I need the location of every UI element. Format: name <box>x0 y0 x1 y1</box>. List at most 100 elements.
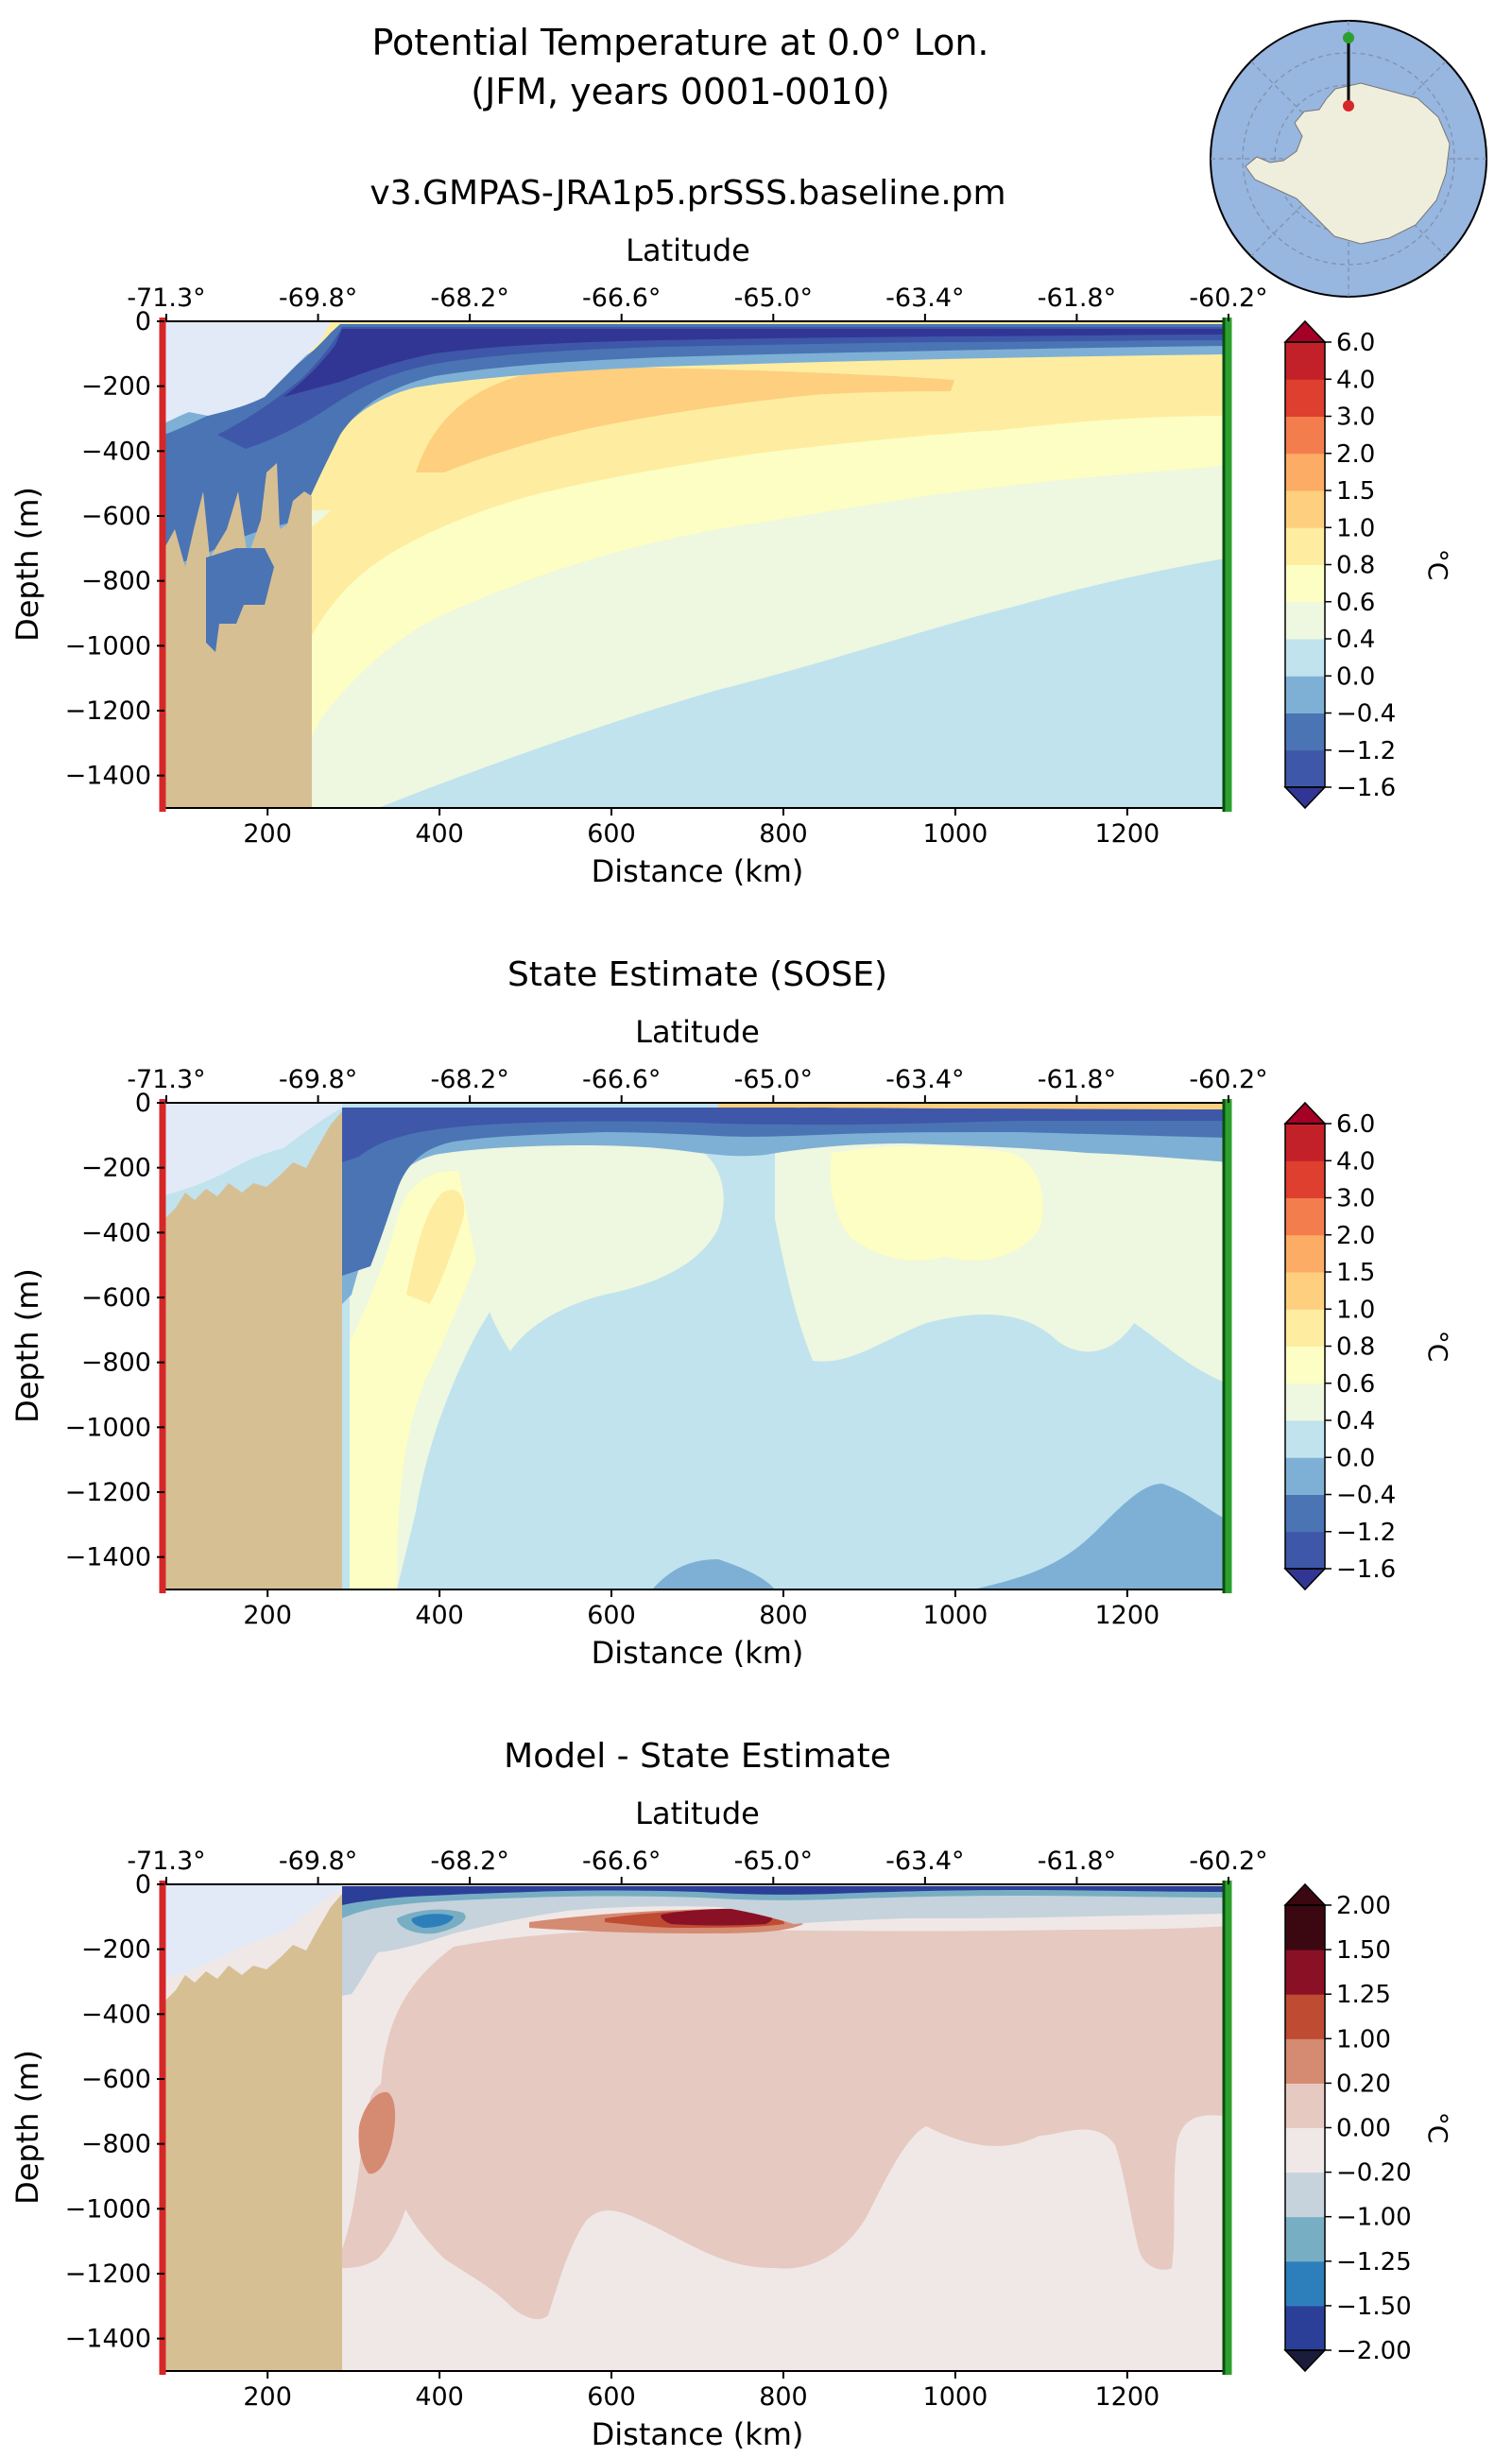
colorbar-band <box>1285 1994 1325 2039</box>
latitude-tick-label: -63.4° <box>885 1065 964 1094</box>
y-tick-label: −1400 <box>65 1543 151 1572</box>
latitude-tick-label: -66.6° <box>582 1065 661 1094</box>
y-tick-label: −400 <box>81 437 151 466</box>
colorbar-band <box>1285 2038 1325 2084</box>
ice-shelf-cavity <box>164 321 331 423</box>
contour-1p0-1p5-warm-core <box>416 367 954 472</box>
latitude-tick-label: -68.2° <box>430 284 508 313</box>
colorbar: −1.6 −1.2 −0.4 0.0 0.4 0.6 0.8 1.0 1.5 2.0 3.0 4.0 6… <box>1283 319 1453 810</box>
panel-difference: Model - State Estimate Latitude Depth (m… <box>9 1737 1453 2452</box>
latitude-tick-label: -63.4° <box>885 1847 964 1876</box>
y-tick-label: −1200 <box>65 696 151 726</box>
colorbar-tick-label: 0.6 <box>1336 589 1375 617</box>
surface-warm-layer <box>718 1103 1230 1109</box>
latitude-tick-label: -60.2° <box>1189 284 1267 313</box>
y-tick-label: −1200 <box>65 2259 151 2289</box>
colorbar-band <box>1285 2083 1325 2128</box>
colorbar-tick-label: 0.8 <box>1336 552 1375 580</box>
seafloor-bathymetry <box>164 1111 342 1589</box>
colorbar-tick-label: −0.20 <box>1336 2159 1412 2188</box>
panel-sose: State Estimate (SOSE) Latitude Depth (m)… <box>9 955 1453 1671</box>
colorbar-tick-label: −1.50 <box>1336 2293 1412 2321</box>
contour-0p8-1p0-left <box>406 1189 465 1304</box>
latitude-tick-label: -60.2° <box>1189 1847 1267 1876</box>
x-tick-label: 1200 <box>1094 1601 1160 1630</box>
colorbar-band <box>1285 1124 1325 1161</box>
seafloor-bathymetry <box>164 463 312 808</box>
y-tick-label: −200 <box>81 372 151 402</box>
latitude-tick-label: -71.3° <box>127 1065 205 1094</box>
x-tick-label: 200 <box>243 1601 292 1630</box>
colorbar-tick-label: 1.5 <box>1336 1259 1375 1287</box>
colorbar-tick-label: 4.0 <box>1336 366 1375 394</box>
colorbar-tick-label: −1.00 <box>1336 2204 1412 2232</box>
x-axis-label: Distance (km) <box>592 2416 804 2452</box>
colorbar-extend-max <box>1283 1101 1327 1125</box>
colorbar-band <box>1285 713 1325 751</box>
colorbar-band <box>1285 1272 1325 1310</box>
y-tick-label: −1400 <box>65 2325 151 2354</box>
colorbar-extend-min <box>1283 1568 1327 1591</box>
latitude-tick-label: -66.6° <box>582 284 661 313</box>
x-axis-label: Distance (km) <box>592 1635 804 1671</box>
colorbar-tick-label: −1.6 <box>1336 1555 1396 1584</box>
contour-1p5-2p0-center <box>661 1908 773 1926</box>
x-tick-label: 400 <box>415 2382 464 2412</box>
colorbar-band <box>1285 601 1325 640</box>
latitude-tick-label: -69.8° <box>279 284 357 313</box>
colorbar-tick-label: 2.0 <box>1336 440 1375 469</box>
colorbar-tick-label: 2.00 <box>1336 1892 1391 1920</box>
colorbar-tick-label: −1.25 <box>1336 2248 1412 2277</box>
colorbar-band <box>1285 1383 1325 1421</box>
colorbar-extend-min <box>1283 2349 1327 2373</box>
colorbar-band <box>1285 342 1325 380</box>
colorbar-band <box>1285 1309 1325 1347</box>
contour-cold-minus1p2-minus1p6 <box>217 327 1230 449</box>
colorbar-band <box>1285 1197 1325 1236</box>
x-tick-label: 1000 <box>923 2382 988 2412</box>
latitude-tick-label: -65.0° <box>734 1065 813 1094</box>
x-axis-label: Distance (km) <box>592 853 804 889</box>
x-tick-label: 800 <box>759 1601 808 1630</box>
panel-title: v3.GMPAS-JRA1p5.prSSS.baseline.pm <box>369 174 1005 213</box>
contour-0p8-1p0 <box>164 321 1230 718</box>
y-tick-label: −600 <box>81 502 151 531</box>
contour-minus1p25-minus1p5 <box>411 1914 454 1928</box>
colorbar-extend-max <box>1283 319 1327 343</box>
colorbar-band <box>1285 1234 1325 1273</box>
top-axis-label: Latitude <box>626 232 750 268</box>
x-tick-label: 1200 <box>1094 2382 1160 2412</box>
latitude-tick-label: -63.4° <box>885 284 964 313</box>
contour-surface-negative-band <box>342 1886 1230 1918</box>
colorbar-band <box>1285 1905 1325 1950</box>
ice-shelf-cavity <box>164 1103 342 1195</box>
colorbar-tick-label: 0.4 <box>1336 626 1375 654</box>
x-tick-label: 600 <box>587 819 636 849</box>
latitude-tick-label: -71.3° <box>127 284 205 313</box>
colorbar-tick-label: 1.5 <box>1336 477 1375 506</box>
contour-cold-0-minus0p4 <box>164 326 1230 586</box>
y-tick-label: 0 <box>135 1089 151 1118</box>
colorbar-tick-label: 0.0 <box>1336 662 1375 691</box>
latitude-tick-label: -69.8° <box>279 1065 357 1094</box>
axis-ticks: 200 400 600 800 1000 1200 0 −200 −400 −600 −800 −10… <box>65 1065 1268 1630</box>
contour-0p4-0p6-middle <box>454 1140 724 1351</box>
y-tick-label: −1200 <box>65 1478 151 1507</box>
contour-0p2-1p0-main <box>380 1926 1230 2320</box>
panel-title: State Estimate (SOSE) <box>507 955 887 994</box>
x-tick-label: 400 <box>415 1601 464 1630</box>
y-tick-label: −800 <box>81 567 151 596</box>
y-tick-label: −1000 <box>65 2194 151 2224</box>
colorbar-band <box>1285 2305 1325 2351</box>
figure-title-line1: Potential Temperature at 0.0° Lon. <box>371 22 988 63</box>
latitude-tick-label: -65.0° <box>734 1847 813 1876</box>
colorbar-extend-max <box>1283 1882 1327 1906</box>
latitude-tick-label: -66.6° <box>582 1847 661 1876</box>
colorbar-tick-label: 0.00 <box>1336 2115 1391 2143</box>
y-tick-label: −800 <box>81 2130 151 2159</box>
colorbar-tick-label: 6.0 <box>1336 329 1375 357</box>
latitude-tick-label: -65.0° <box>734 284 813 313</box>
colorbar-band <box>1285 2260 1325 2307</box>
colorbar-band <box>1285 2216 1325 2262</box>
colorbar-tick-label: 3.0 <box>1336 1185 1375 1213</box>
